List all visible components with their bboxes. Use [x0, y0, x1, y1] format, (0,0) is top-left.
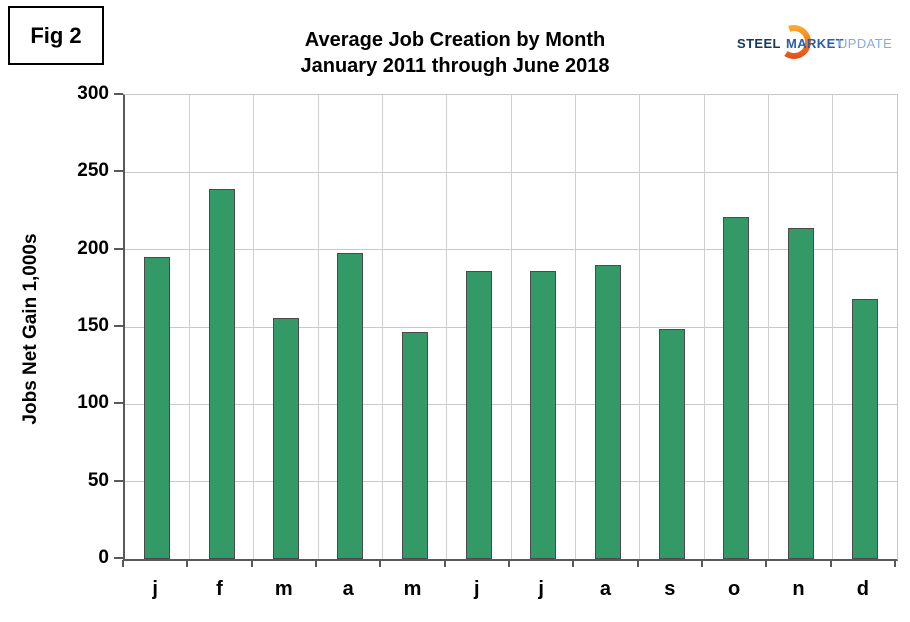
x-tick-label: a [599, 578, 612, 600]
x-tick-label: s [664, 578, 676, 600]
bar-f-1 [208, 189, 235, 559]
y-tick-mark [114, 247, 123, 250]
x-tick-mark [186, 560, 189, 567]
gridline-vertical [639, 95, 641, 559]
x-tick-mark [443, 560, 446, 567]
y-tick-mark [114, 557, 123, 559]
bar-d-11 [851, 299, 878, 559]
x-tick-mark [315, 560, 317, 567]
x-tick-label: d [856, 578, 869, 600]
gridline-vertical [253, 95, 255, 559]
x-tick-label: j [152, 578, 158, 600]
bar-j-6 [530, 271, 557, 559]
bar-s-8 [658, 328, 685, 559]
chart-title: Average Job Creation by Month [304, 29, 606, 51]
y-tick-mark [114, 170, 123, 173]
x-tick-mark [250, 560, 253, 567]
gridline-vertical [832, 95, 834, 559]
x-tick-mark [379, 560, 382, 567]
x-tick-mark [636, 560, 639, 567]
x-tick-label: j [474, 578, 480, 600]
bar-m-2 [272, 317, 299, 559]
bar-j-5 [465, 271, 492, 559]
x-tick-mark [122, 560, 124, 567]
x-tick-label: o [728, 578, 741, 600]
y-tick-mark [114, 479, 123, 482]
y-tick-label: 300 [77, 83, 109, 104]
logo-word-update: UPDATE [838, 36, 893, 51]
x-tick-label: m [274, 578, 293, 600]
steel-market-update-logo: STEEL MARKET UPDATE [735, 20, 895, 70]
y-tick-mark [114, 402, 123, 405]
x-tick-mark [701, 560, 703, 567]
bar-a-3 [337, 252, 364, 559]
chart-title-block: Average Job Creation by Month January 20… [0, 27, 910, 79]
y-tick-mark [114, 93, 123, 95]
chart-subtitle: January 2011 through June 2018 [300, 55, 610, 77]
y-tick-label: 100 [77, 392, 109, 414]
x-tick-label: n [792, 578, 805, 600]
y-tick-mark [114, 325, 123, 327]
y-tick-label: 0 [98, 547, 109, 568]
bar-o-9 [723, 217, 750, 559]
figure-label-box: Fig 2 [8, 6, 104, 65]
x-tick-label: a [342, 578, 354, 600]
y-tick-label: 150 [77, 315, 109, 336]
gridline-vertical [767, 95, 769, 559]
gridline-vertical [317, 95, 319, 559]
figure-label: Fig 2 [30, 22, 82, 48]
x-tick-mark [508, 560, 510, 567]
x-tick-mark [894, 560, 896, 567]
x-tick-label: j [538, 578, 544, 600]
y-tick-label: 50 [87, 469, 109, 491]
x-tick-label: f [216, 578, 223, 600]
x-tick-label: m [403, 578, 422, 600]
x-tick-mark [765, 560, 768, 567]
gridline-vertical [574, 95, 576, 559]
gridline-vertical [446, 95, 448, 559]
bar-a-7 [594, 265, 621, 559]
bar-n-10 [787, 228, 814, 559]
x-tick-mark [829, 560, 832, 567]
plot-area [123, 94, 898, 561]
bar-m-4 [401, 331, 428, 559]
logo-word-market: MARKET [786, 36, 845, 51]
gridline-vertical [703, 95, 705, 559]
crescent-swoosh-icon [784, 24, 812, 59]
y-axis-title: Jobs Net Gain 1,000s [20, 233, 41, 425]
logo-word-steel: STEEL [737, 36, 781, 51]
gridline-vertical [510, 95, 512, 559]
y-tick-label: 200 [77, 237, 109, 259]
y-tick-label: 250 [77, 160, 109, 182]
gridline-vertical [188, 95, 190, 559]
bar-j-0 [144, 257, 171, 559]
x-tick-mark [572, 560, 575, 567]
gridline-vertical [381, 95, 383, 559]
